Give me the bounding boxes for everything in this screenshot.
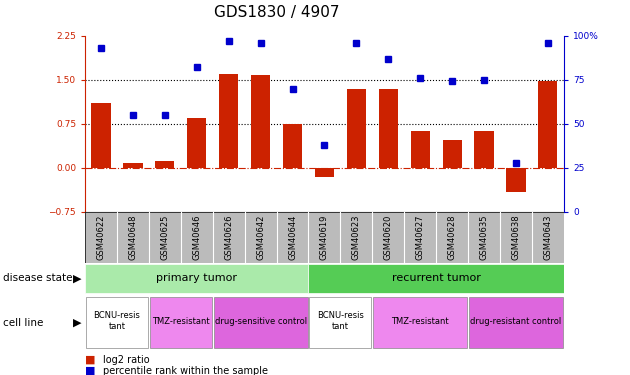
Bar [149,212,181,262]
Bar [468,212,500,262]
Bar [213,212,244,262]
Text: ■: ■ [85,366,96,375]
Text: GSM40635: GSM40635 [479,214,488,260]
Text: log2 ratio: log2 ratio [103,355,149,365]
Bar [469,297,563,348]
Bar [155,161,175,168]
Bar [244,212,277,262]
Bar [532,212,564,262]
Bar [123,163,142,168]
Bar [187,118,207,168]
Bar [251,75,270,168]
Text: GSM40627: GSM40627 [416,214,425,260]
Bar [474,131,494,168]
Bar [436,212,468,262]
Text: GSM40622: GSM40622 [96,214,105,260]
Bar [277,212,309,262]
Text: GSM40623: GSM40623 [352,214,361,260]
Bar [85,264,309,293]
Text: TMZ-resistant: TMZ-resistant [391,317,449,326]
Text: drug-resistant control: drug-resistant control [471,317,561,326]
Text: GSM40643: GSM40643 [544,214,553,260]
Bar [372,212,404,262]
Text: GSM40619: GSM40619 [320,214,329,260]
Bar [309,297,371,348]
Bar [411,131,430,168]
Text: ▶: ▶ [72,273,81,284]
Text: GSM40626: GSM40626 [224,214,233,260]
Text: cell line: cell line [3,318,43,327]
Text: percentile rank within the sample: percentile rank within the sample [103,366,268,375]
Bar [181,212,213,262]
Text: GSM40638: GSM40638 [512,214,520,260]
Bar [117,212,149,262]
Bar [538,81,558,168]
Text: primary tumor: primary tumor [156,273,238,283]
Text: ■: ■ [85,355,96,365]
Text: GSM40644: GSM40644 [288,214,297,260]
Text: TMZ-resistant: TMZ-resistant [152,317,210,326]
Bar [309,264,564,293]
Bar [340,212,372,262]
Text: GSM40648: GSM40648 [129,214,137,260]
Text: GSM40642: GSM40642 [256,214,265,260]
Text: BCNU-resis
tant: BCNU-resis tant [93,311,140,332]
Bar [500,212,532,262]
Text: GDS1830 / 4907: GDS1830 / 4907 [214,5,340,20]
Bar [379,88,398,168]
Text: disease state: disease state [3,273,72,284]
Text: GSM40646: GSM40646 [192,214,201,260]
Text: recurrent tumor: recurrent tumor [392,273,481,283]
Text: ▶: ▶ [72,318,81,327]
Bar [507,168,525,192]
Bar [442,140,462,168]
Bar [309,212,340,262]
Text: drug-sensitive control: drug-sensitive control [215,317,307,326]
Text: GSM40625: GSM40625 [161,214,169,260]
Text: BCNU-resis
tant: BCNU-resis tant [317,311,364,332]
Bar [374,297,467,348]
Bar [150,297,212,348]
Bar [315,168,334,177]
Bar [214,297,307,348]
Bar [219,74,238,168]
Bar [91,103,111,168]
Text: GSM40620: GSM40620 [384,214,392,260]
Text: GSM40628: GSM40628 [448,214,457,260]
Bar [86,297,148,348]
Bar [85,212,117,262]
Bar [346,88,366,168]
Bar [283,124,302,168]
Bar [404,212,436,262]
